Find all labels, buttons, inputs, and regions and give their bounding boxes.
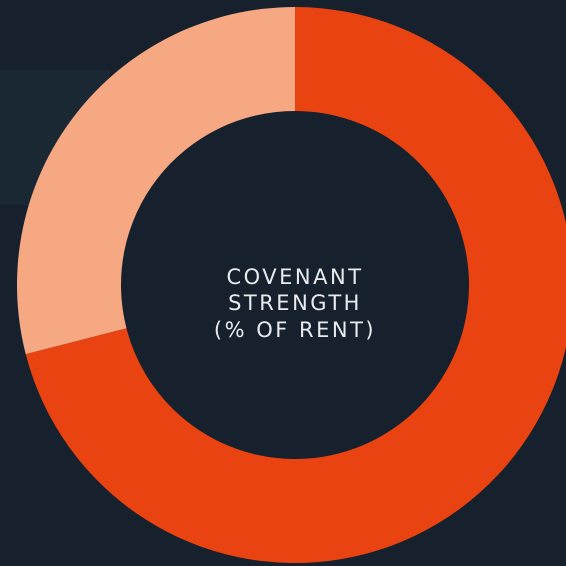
center-title: (% OF RENT): [214, 318, 376, 342]
center-title: STRENGTH: [228, 291, 362, 315]
donut-slice: [25, 7, 566, 563]
center-title: COVENANT: [226, 265, 363, 289]
donut-slice: [16, 7, 295, 355]
